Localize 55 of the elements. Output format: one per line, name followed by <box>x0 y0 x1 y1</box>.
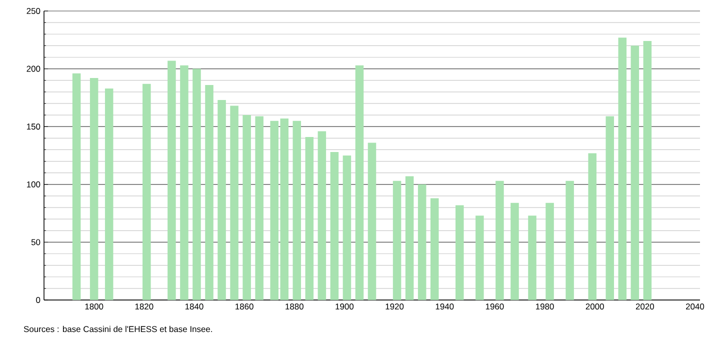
bar <box>476 216 484 300</box>
x-tick-label: 1940 <box>436 304 454 310</box>
bar <box>205 84 214 300</box>
bar <box>180 65 188 300</box>
bar <box>355 65 364 300</box>
bar <box>368 142 376 300</box>
x-tick-label: 1840 <box>185 304 204 310</box>
bar <box>496 180 504 300</box>
bar <box>588 153 596 300</box>
x-tick-label: 1880 <box>286 304 304 310</box>
bar <box>292 120 302 300</box>
y-tick-label: 250 <box>26 8 40 14</box>
bar <box>630 46 640 300</box>
bar <box>72 73 81 300</box>
y-tick-label: 50 <box>31 239 40 246</box>
bar <box>342 156 352 300</box>
bar <box>255 116 264 300</box>
bar <box>430 198 439 300</box>
x-tick-label: 1820 <box>135 304 154 310</box>
x-tick-label: 2020 <box>636 304 654 310</box>
bar <box>606 116 614 300</box>
bar <box>392 180 402 300</box>
bar <box>142 84 151 300</box>
bar <box>104 88 114 300</box>
x-tick-label: 2000 <box>586 304 604 310</box>
bar <box>305 137 314 300</box>
bar <box>510 202 519 300</box>
bar <box>90 78 98 300</box>
bar <box>330 152 339 300</box>
x-tick-label: 2040 <box>686 304 704 310</box>
x-tick-label: 1900 <box>336 304 354 310</box>
bar <box>218 100 226 300</box>
y-tick-label: 0 <box>36 297 40 303</box>
bar <box>618 38 627 300</box>
y-tick-label: 200 <box>26 66 40 72</box>
bar <box>418 184 426 300</box>
bar <box>168 60 176 300</box>
y-tick-label: 150 <box>26 124 40 130</box>
bar <box>405 176 414 300</box>
y-tick-label: 100 <box>26 181 40 188</box>
x-tick-label: 1980 <box>536 304 554 310</box>
bar <box>456 205 464 300</box>
bar <box>528 216 536 300</box>
bar <box>318 131 326 300</box>
source-note: Sources : base Cassini de l'EHESS et base Insee. <box>24 326 212 332</box>
bar <box>230 106 238 300</box>
bar <box>546 202 554 300</box>
bar <box>192 68 201 300</box>
bar <box>566 180 574 300</box>
x-tick-label: 1860 <box>236 304 254 310</box>
bar <box>643 41 652 300</box>
x-tick-label: 1960 <box>486 304 504 310</box>
x-tick-label: 1800 <box>85 304 104 310</box>
x-tick-label: 1920 <box>386 304 404 310</box>
bar <box>242 115 251 300</box>
